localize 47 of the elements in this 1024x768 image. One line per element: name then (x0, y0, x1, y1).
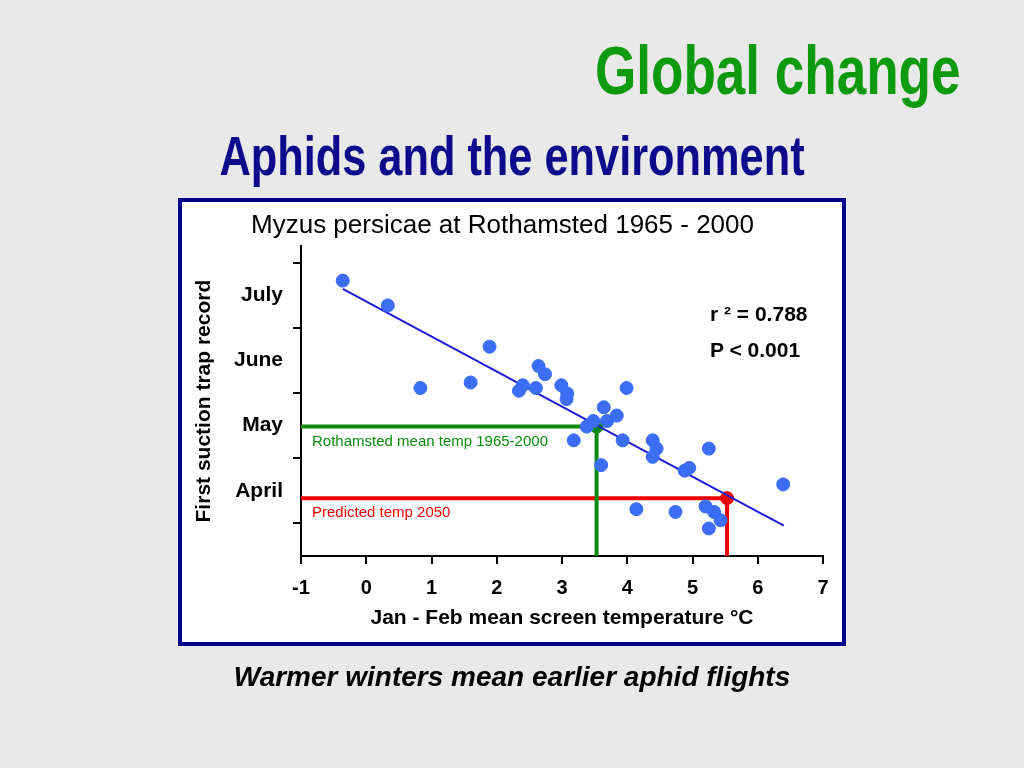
point (600, 414, 615, 429)
point (649, 441, 664, 456)
category-label: April (235, 477, 283, 501)
x-axis-title: Jan - Feb mean screen temperature °C (370, 605, 754, 629)
x-tick-label: 7 (817, 575, 829, 598)
point (668, 504, 683, 519)
point (380, 298, 395, 313)
point (515, 378, 530, 393)
chart-title: Myzus persicae at Rothamsted 1965 - 2000 (251, 208, 754, 239)
annotation: r ² = 0.788 (710, 302, 808, 325)
point (701, 441, 716, 456)
x-tick-label: 6 (752, 575, 764, 598)
x-tick-label: 4 (621, 575, 634, 598)
series-label: Predicted temp 2050 (312, 503, 451, 521)
x-tick-label: -1 (292, 575, 310, 598)
point (713, 513, 728, 528)
category-label: July (240, 281, 283, 305)
text: Global change (595, 32, 961, 108)
point (586, 414, 601, 429)
point (776, 477, 791, 492)
point (538, 367, 553, 382)
point (482, 339, 497, 354)
point (335, 273, 350, 288)
point (609, 408, 624, 423)
point (463, 375, 478, 390)
x-tick-label: 3 (556, 575, 568, 598)
x-tick-label: 2 (491, 575, 503, 598)
x-tick-label: 1 (425, 575, 438, 598)
point (629, 502, 644, 517)
point (566, 433, 581, 448)
annotation: P < 0.001 (710, 338, 801, 361)
point (619, 381, 634, 396)
point (682, 460, 697, 475)
text: Aphids and the environment (219, 124, 805, 187)
series-label: Rothamsted mean temp 1965-2000 (312, 431, 548, 449)
y-axis-title: First suction trap record (191, 279, 215, 523)
x-tick-label: 0 (360, 575, 372, 598)
point (528, 381, 543, 396)
point (596, 400, 611, 415)
text: Warmer winters mean earlier aphid flights (233, 661, 791, 692)
point (413, 381, 428, 396)
point (615, 433, 630, 448)
category-label: May (242, 412, 283, 436)
x-tick-label: 5 (686, 575, 699, 598)
point (594, 458, 609, 473)
point (701, 521, 716, 536)
category-label: June (233, 347, 283, 371)
